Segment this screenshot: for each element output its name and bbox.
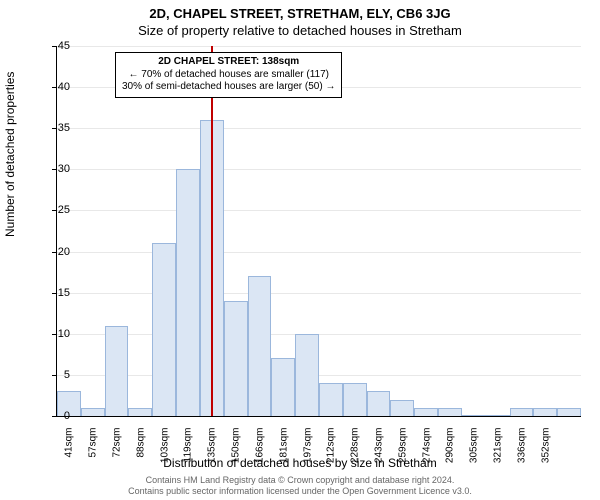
x-tick-label: 321sqm: [493, 428, 504, 478]
x-axis-label: Distribution of detached houses by size …: [0, 456, 600, 470]
x-tick-label: 88sqm: [135, 428, 146, 478]
y-tick-label: 25: [40, 204, 70, 216]
x-tick-label: 103sqm: [159, 428, 170, 478]
y-tick-label: 5: [40, 369, 70, 381]
x-tick-label: 228sqm: [350, 428, 361, 478]
x-tick-label: 135sqm: [207, 428, 218, 478]
x-tick-label: 352sqm: [540, 428, 551, 478]
chart-container: 2D, CHAPEL STREET, STRETHAM, ELY, CB6 3J…: [0, 0, 600, 500]
y-tick-label: 0: [40, 410, 70, 422]
annotation-box: 2D CHAPEL STREET: 138sqm ← 70% of detach…: [115, 52, 342, 98]
y-tick-label: 45: [40, 40, 70, 52]
footer-line2: Contains public sector information licen…: [0, 486, 600, 497]
x-tick-label: 166sqm: [254, 428, 265, 478]
chart-title: 2D, CHAPEL STREET, STRETHAM, ELY, CB6 3J…: [0, 0, 600, 21]
bar: [81, 408, 105, 416]
bar: [533, 408, 557, 416]
annotation-line3: 30% of semi-detached houses are larger (…: [122, 81, 335, 94]
bar: [271, 358, 295, 416]
x-tick-label: 274sqm: [421, 428, 432, 478]
footer-attribution: Contains HM Land Registry data © Crown c…: [0, 475, 600, 497]
y-tick-label: 20: [40, 246, 70, 258]
x-tick-label: 259sqm: [397, 428, 408, 478]
x-tick-label: 290sqm: [445, 428, 456, 478]
y-tick-label: 35: [40, 122, 70, 134]
bar: [224, 301, 248, 416]
bar: [414, 408, 438, 416]
bar: [105, 326, 129, 416]
x-tick-label: 243sqm: [373, 428, 384, 478]
histogram-bars: [57, 46, 581, 416]
bar: [390, 400, 414, 416]
y-tick-label: 15: [40, 287, 70, 299]
reference-line: [211, 46, 213, 416]
bar: [343, 383, 367, 416]
x-tick-label: 150sqm: [231, 428, 242, 478]
x-tick-label: 305sqm: [469, 428, 480, 478]
x-tick-label: 181sqm: [278, 428, 289, 478]
bar: [462, 415, 486, 416]
bar: [486, 415, 510, 416]
x-tick-label: 197sqm: [302, 428, 313, 478]
x-tick-label: 72sqm: [111, 428, 122, 478]
annotation-line1: 2D CHAPEL STREET: 138sqm: [122, 56, 335, 69]
bar: [510, 408, 534, 416]
x-tick-label: 57sqm: [88, 428, 99, 478]
y-axis-label: Number of detached properties: [3, 72, 17, 237]
bar: [248, 276, 272, 416]
x-tick-label: 336sqm: [516, 428, 527, 478]
annotation-line2: ← 70% of detached houses are smaller (11…: [122, 69, 335, 82]
bar: [176, 169, 200, 416]
bar: [367, 391, 391, 416]
x-tick-label: 41sqm: [64, 428, 75, 478]
bar: [557, 408, 581, 416]
bar: [438, 408, 462, 416]
footer-line1: Contains HM Land Registry data © Crown c…: [0, 475, 600, 486]
bar: [128, 408, 152, 416]
y-tick-label: 30: [40, 163, 70, 175]
bar: [295, 334, 319, 416]
x-tick-label: 119sqm: [183, 428, 194, 478]
x-tick-label: 212sqm: [326, 428, 337, 478]
plot-area: 2D CHAPEL STREET: 138sqm ← 70% of detach…: [56, 46, 581, 417]
chart-subtitle: Size of property relative to detached ho…: [0, 21, 600, 38]
y-tick-label: 40: [40, 81, 70, 93]
y-tick-label: 10: [40, 328, 70, 340]
bar: [319, 383, 343, 416]
bar: [152, 243, 176, 416]
